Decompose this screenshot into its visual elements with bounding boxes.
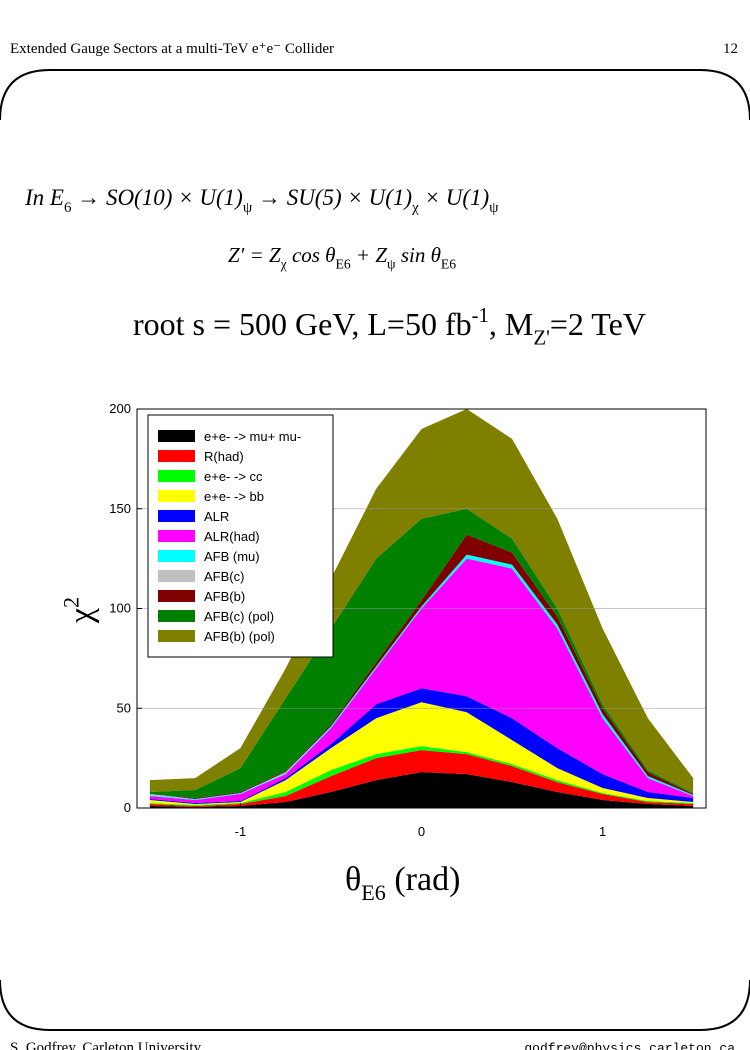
- legend-label: AFB (mu): [204, 549, 260, 564]
- area: [149, 409, 694, 794]
- legend-swatch: [158, 510, 195, 522]
- legend-swatch: [158, 470, 195, 482]
- area: [149, 772, 694, 808]
- x-tick-label: 0: [418, 824, 425, 839]
- subscript: 6: [64, 200, 72, 216]
- text-segment: × U(1): [419, 185, 489, 210]
- legend-label: ALR: [204, 509, 229, 524]
- subscript: ψ: [387, 256, 396, 271]
- legend-swatch: [158, 550, 195, 562]
- legend-label: e+e- -> bb: [204, 489, 264, 504]
- text-segment: + Z: [351, 243, 388, 267]
- x-axis-label: θE6 (rad): [345, 861, 460, 905]
- y-axis-label: χ2: [58, 597, 100, 624]
- header-title: Extended Gauge Sectors at a multi-TeV e⁺…: [10, 41, 334, 57]
- legend-label: AFB(c): [204, 569, 244, 584]
- formula1: In E6 → SO(10) × U(1)ψ → SU(5) × U(1)χ ×…: [24, 185, 499, 216]
- area: [149, 750, 694, 808]
- area: [149, 508, 694, 799]
- area: [149, 746, 694, 807]
- legend-label: ALR(had): [204, 529, 260, 544]
- supscript: 2: [58, 597, 83, 608]
- page-number: 12: [723, 41, 738, 57]
- formula2: Z′ = Zχ cos θE6 + Zψ sin θE6: [228, 243, 456, 271]
- area: [149, 688, 694, 805]
- y-tick-label: 50: [117, 700, 131, 715]
- text-segment: → SO(10) × U(1): [71, 185, 242, 210]
- subscript: Z': [533, 327, 549, 350]
- text-segment: , M: [489, 306, 533, 342]
- legend-label: R(had): [204, 449, 244, 464]
- legend-label: AFB(c) (pol): [204, 609, 274, 624]
- subscript: E6: [361, 880, 386, 905]
- y-tick-label: 100: [109, 601, 131, 616]
- subscript: E6: [336, 256, 351, 271]
- legend-swatch: [158, 590, 195, 602]
- text-segment: root s = 500 GeV, L=50 fb: [133, 306, 472, 342]
- legend-label: e+e- -> cc: [204, 469, 263, 484]
- y-tick-label: 200: [109, 401, 131, 416]
- area: [149, 558, 694, 804]
- text-segment: (rad): [386, 861, 461, 898]
- supscript: -1: [472, 304, 489, 327]
- subscript: ψ: [243, 200, 253, 216]
- text-segment: θ: [345, 861, 361, 898]
- x-tick-label: -1: [235, 824, 247, 839]
- text-segment: cos θ: [287, 243, 336, 267]
- legend-label: AFB(b): [204, 589, 245, 604]
- legend-swatch: [158, 450, 195, 462]
- legend-swatch: [158, 630, 195, 642]
- subscript: χ: [280, 256, 287, 271]
- legend-label: AFB(b) (pol): [204, 629, 275, 644]
- x-tick-label: 1: [599, 824, 606, 839]
- legend-swatch: [158, 570, 195, 582]
- footer-right: godfrey@physics.carleton.ca: [524, 1041, 735, 1050]
- text-segment: Z′ = Z: [228, 243, 281, 267]
- y-tick-label: 150: [109, 501, 131, 516]
- subscript: χ: [411, 200, 419, 216]
- area: [149, 702, 694, 806]
- footer-left: S. Godfrey, Carleton University: [10, 1040, 202, 1050]
- plot-frame: [136, 408, 707, 809]
- legend-swatch: [158, 610, 195, 622]
- text-segment: χ: [63, 608, 100, 624]
- y-tick-label: 0: [124, 800, 131, 815]
- conditions: root s = 500 GeV, L=50 fb-1, MZ'=2 TeV: [133, 304, 646, 349]
- legend-swatch: [158, 430, 195, 442]
- text-segment: sin θ: [396, 243, 441, 267]
- legend-swatch: [158, 490, 195, 502]
- legend-label: e+e- -> mu+ mu-: [204, 429, 301, 444]
- text-segment: =2 TeV: [550, 306, 646, 342]
- subscript: E6: [441, 256, 456, 271]
- subscript: ψ: [489, 200, 499, 216]
- text-segment: → SU(5) × U(1): [252, 185, 412, 210]
- text-segment: In E: [24, 185, 64, 210]
- legend-swatch: [158, 530, 195, 542]
- slide-frame: [0, 69, 750, 1031]
